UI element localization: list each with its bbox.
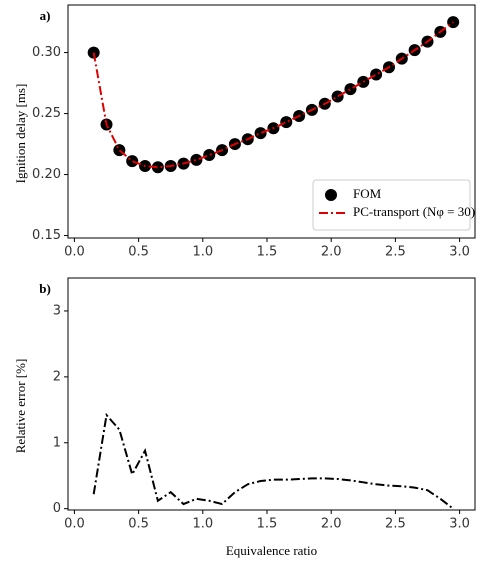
data-point — [203, 149, 216, 162]
data-point — [190, 153, 203, 166]
x-tick-label: 2.5 — [385, 245, 406, 260]
y-tick-label: 0.30 — [32, 45, 61, 60]
plot-frame — [67, 4, 476, 239]
x-tick-label: 2.0 — [321, 245, 342, 260]
x-tick-label: 1.5 — [257, 245, 278, 260]
y-tick-label: 0.15 — [32, 228, 61, 243]
legend-box — [312, 179, 471, 231]
x-tick-label: 3.0 — [449, 517, 470, 532]
x-axis-label: Equivalence ratio — [226, 543, 317, 558]
data-point — [370, 68, 383, 81]
x-tick-label: 3.0 — [449, 245, 470, 260]
y-tick-label: 2 — [53, 369, 61, 384]
data-point — [280, 116, 293, 129]
y-axis-label: Ignition delay [ms] — [13, 84, 28, 184]
x-tick-label: 0.0 — [64, 517, 85, 532]
panel-label: b) — [39, 281, 51, 296]
panel-label: a) — [40, 8, 51, 23]
legend: FOM PC-transport (Nφ = 30) — [312, 179, 475, 231]
y-tick-label: 0.20 — [32, 167, 61, 182]
data-line — [92, 412, 454, 510]
x-tick-label: 2.5 — [385, 517, 406, 532]
y-axis-label: Relative error [%] — [13, 359, 28, 454]
x-tick-label: 1.0 — [192, 245, 213, 260]
legend-marker — [325, 189, 337, 201]
data-point — [331, 90, 344, 103]
data-point — [254, 127, 267, 140]
data-point — [344, 83, 357, 96]
x-tick-label: 0.5 — [128, 245, 149, 260]
x-tick-label: 2.0 — [321, 517, 342, 532]
y-tick-label: 0 — [53, 501, 61, 516]
x-tick-label: 0.5 — [128, 517, 149, 532]
data-line — [92, 21, 454, 169]
x-tick-label: 1.5 — [257, 517, 278, 532]
legend-label: FOM — [353, 186, 382, 201]
y-tick-label: 3 — [53, 303, 61, 318]
y-tick-label: 0.25 — [32, 106, 61, 121]
legend-label: PC-transport (Nφ = 30) — [353, 204, 475, 219]
data-point — [126, 155, 139, 168]
x-tick-label: 1.0 — [192, 517, 213, 532]
plot-frame — [67, 277, 476, 511]
data-point — [151, 161, 164, 174]
y-tick-label: 1 — [53, 435, 61, 450]
x-tick-label: 0.0 — [64, 245, 85, 260]
